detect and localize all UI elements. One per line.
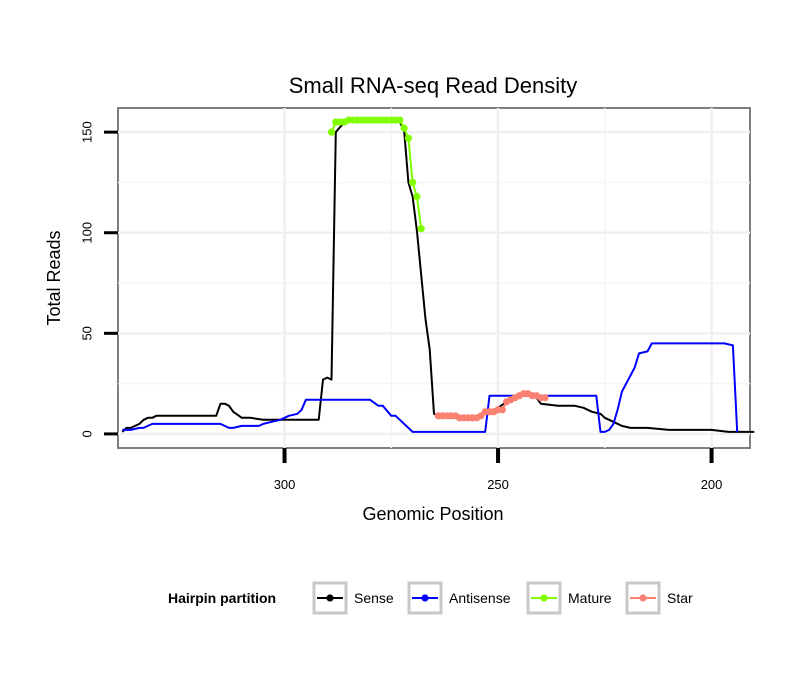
plot-panel [117, 107, 751, 449]
legend-key-marker-mature [540, 594, 548, 602]
y-tick-label: 150 [79, 121, 94, 143]
legend-label-star: Star [667, 590, 693, 606]
data-point-mature [400, 124, 408, 132]
grid-lines [118, 108, 750, 448]
data-point-mature [417, 225, 425, 233]
legend-keys: Sense Antisense Mature Star [312, 581, 693, 615]
data-point-mature [409, 178, 417, 187]
data-point-mature [327, 128, 336, 136]
legend-title: Hairpin partition [168, 590, 276, 606]
y-tick-label: 100 [79, 222, 94, 244]
chart-title: Small RNA-seq Read Density [289, 73, 578, 98]
series-layer [121, 116, 755, 433]
data-point-mature [396, 116, 404, 124]
x-axis-label: Genomic Position [362, 504, 503, 524]
series-line-sense [121, 119, 755, 433]
y-tick-label: 50 [79, 326, 94, 340]
x-tick-label: 200 [701, 477, 723, 492]
legend-label-mature: Mature [568, 590, 612, 606]
data-point-mature [404, 134, 412, 142]
axes: 0 50 100 150 300 250 200 [79, 121, 722, 492]
series-line-antisense [122, 342, 739, 433]
y-axis-label: Total Reads [44, 230, 64, 325]
legend-label-antisense: Antisense [449, 590, 511, 606]
legend-key-marker-sense [326, 594, 334, 602]
data-point-star [498, 406, 506, 414]
legend: Hairpin partition Sense Antisense Mature St… [168, 581, 693, 615]
legend-key-marker-star [639, 594, 647, 602]
x-tick-label: 250 [487, 477, 509, 492]
data-point-star [541, 394, 549, 402]
data-point-mature [413, 192, 421, 201]
x-tick-label: 300 [274, 477, 296, 492]
legend-label-sense: Sense [354, 590, 394, 606]
y-tick-label: 0 [79, 430, 94, 437]
legend-key-marker-antisense [421, 594, 429, 602]
